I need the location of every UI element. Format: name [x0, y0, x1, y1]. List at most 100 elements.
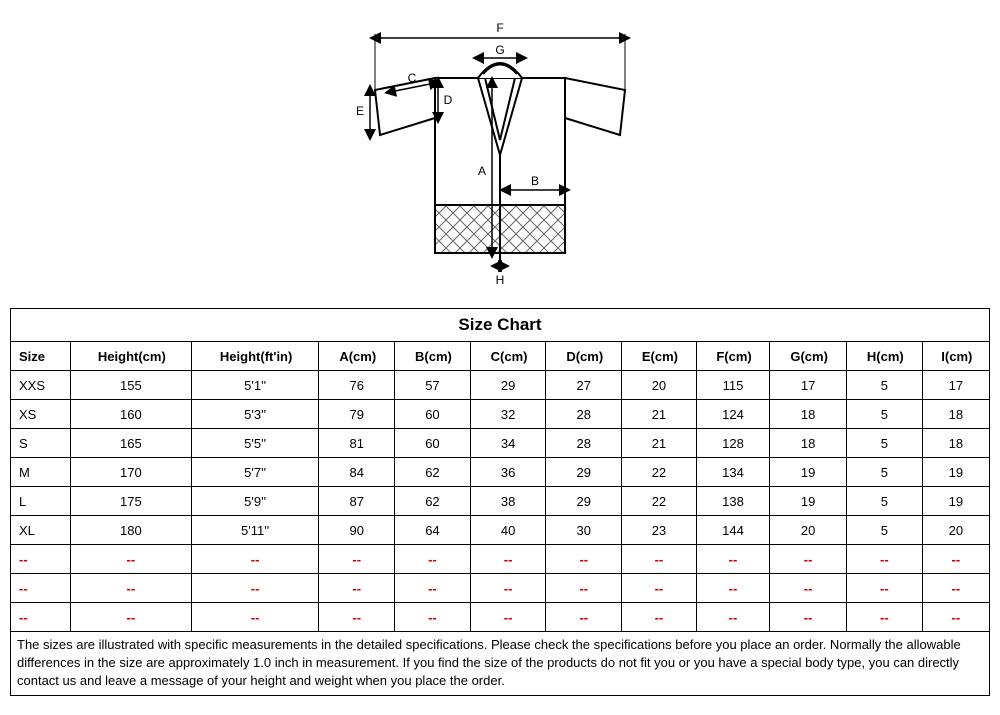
table-cell: 19	[770, 458, 847, 487]
table-cell: 5	[847, 516, 923, 545]
garment-diagram: F G E C D A B H	[10, 10, 990, 293]
table-cell: 34	[470, 429, 546, 458]
table-cell: 81	[319, 429, 395, 458]
table-cell: 5'11''	[191, 516, 319, 545]
table-cell: 21	[622, 400, 697, 429]
table-cell-empty: --	[11, 545, 71, 574]
table-cell: 5	[847, 487, 923, 516]
table-cell-empty: --	[696, 545, 770, 574]
table-cell-empty: --	[319, 603, 395, 632]
column-header: H(cm)	[847, 342, 923, 371]
table-cell-empty: --	[191, 545, 319, 574]
table-cell-empty: --	[622, 574, 697, 603]
table-row-empty: ------------------------	[11, 603, 990, 632]
table-cell-empty: --	[470, 574, 546, 603]
column-header: Height(cm)	[70, 342, 191, 371]
table-cell: 22	[622, 458, 697, 487]
table-cell: 18	[770, 429, 847, 458]
table-cell: 40	[470, 516, 546, 545]
table-cell-empty: --	[11, 574, 71, 603]
table-cell: 20	[770, 516, 847, 545]
table-cell: 124	[696, 400, 770, 429]
column-header: Height(ft'in)	[191, 342, 319, 371]
column-header: Size	[11, 342, 71, 371]
table-cell: 28	[546, 400, 622, 429]
table-cell: 5'1''	[191, 371, 319, 400]
table-cell-empty: --	[470, 603, 546, 632]
table-cell-empty: --	[546, 574, 622, 603]
table-cell: 165	[70, 429, 191, 458]
table-cell: 5	[847, 429, 923, 458]
table-cell: 175	[70, 487, 191, 516]
table-cell: 19	[922, 487, 989, 516]
table-row-empty: ------------------------	[11, 545, 990, 574]
table-cell: 20	[922, 516, 989, 545]
table-cell: 79	[319, 400, 395, 429]
table-cell: 19	[922, 458, 989, 487]
table-cell: 38	[470, 487, 546, 516]
table-cell-empty: --	[395, 574, 471, 603]
table-cell: 21	[622, 429, 697, 458]
size-chart-table: Size ChartSizeHeight(cm)Height(ft'in)A(c…	[10, 308, 990, 632]
table-cell: 5'5''	[191, 429, 319, 458]
table-cell-empty: --	[395, 545, 471, 574]
table-cell-empty: --	[922, 545, 989, 574]
table-cell: 62	[395, 487, 471, 516]
table-cell-empty: --	[319, 545, 395, 574]
table-cell: 29	[546, 458, 622, 487]
column-header: D(cm)	[546, 342, 622, 371]
table-cell-empty: --	[395, 603, 471, 632]
table-cell: 22	[622, 487, 697, 516]
table-cell: 5'9''	[191, 487, 319, 516]
label-e: E	[356, 104, 364, 118]
table-cell: 76	[319, 371, 395, 400]
column-header: C(cm)	[470, 342, 546, 371]
table-cell-empty: --	[696, 603, 770, 632]
table-cell: XL	[11, 516, 71, 545]
table-cell: 155	[70, 371, 191, 400]
table-cell: 27	[546, 371, 622, 400]
table-cell-empty: --	[70, 574, 191, 603]
column-header: A(cm)	[319, 342, 395, 371]
table-row-empty: ------------------------	[11, 574, 990, 603]
column-header: F(cm)	[696, 342, 770, 371]
table-cell: 115	[696, 371, 770, 400]
diagram-svg: F G E C D A B H	[320, 10, 680, 290]
table-cell-empty: --	[922, 574, 989, 603]
table-row: XXS1555'1''765729272011517517	[11, 371, 990, 400]
table-cell: 180	[70, 516, 191, 545]
table-cell: 18	[922, 400, 989, 429]
table-cell: 32	[470, 400, 546, 429]
table-cell-empty: --	[70, 545, 191, 574]
table-cell-empty: --	[847, 574, 923, 603]
table-cell-empty: --	[11, 603, 71, 632]
table-cell: 87	[319, 487, 395, 516]
table-cell: 23	[622, 516, 697, 545]
table-cell-empty: --	[770, 545, 847, 574]
table-row: XS1605'3''796032282112418518	[11, 400, 990, 429]
table-cell: 170	[70, 458, 191, 487]
table-cell: L	[11, 487, 71, 516]
table-cell: 29	[546, 487, 622, 516]
table-cell: M	[11, 458, 71, 487]
label-a: A	[478, 164, 486, 178]
table-cell-empty: --	[622, 603, 697, 632]
table-cell: 160	[70, 400, 191, 429]
table-cell: 62	[395, 458, 471, 487]
column-header: B(cm)	[395, 342, 471, 371]
column-header: G(cm)	[770, 342, 847, 371]
table-cell-empty: --	[847, 603, 923, 632]
table-cell: 29	[470, 371, 546, 400]
table-cell-empty: --	[70, 603, 191, 632]
table-cell: 5	[847, 400, 923, 429]
table-cell-empty: --	[470, 545, 546, 574]
column-header: I(cm)	[922, 342, 989, 371]
table-cell: 64	[395, 516, 471, 545]
table-cell: 138	[696, 487, 770, 516]
table-cell: 60	[395, 429, 471, 458]
table-cell-empty: --	[319, 574, 395, 603]
table-cell-empty: --	[770, 603, 847, 632]
table-cell: 84	[319, 458, 395, 487]
table-cell: 60	[395, 400, 471, 429]
table-cell-empty: --	[696, 574, 770, 603]
